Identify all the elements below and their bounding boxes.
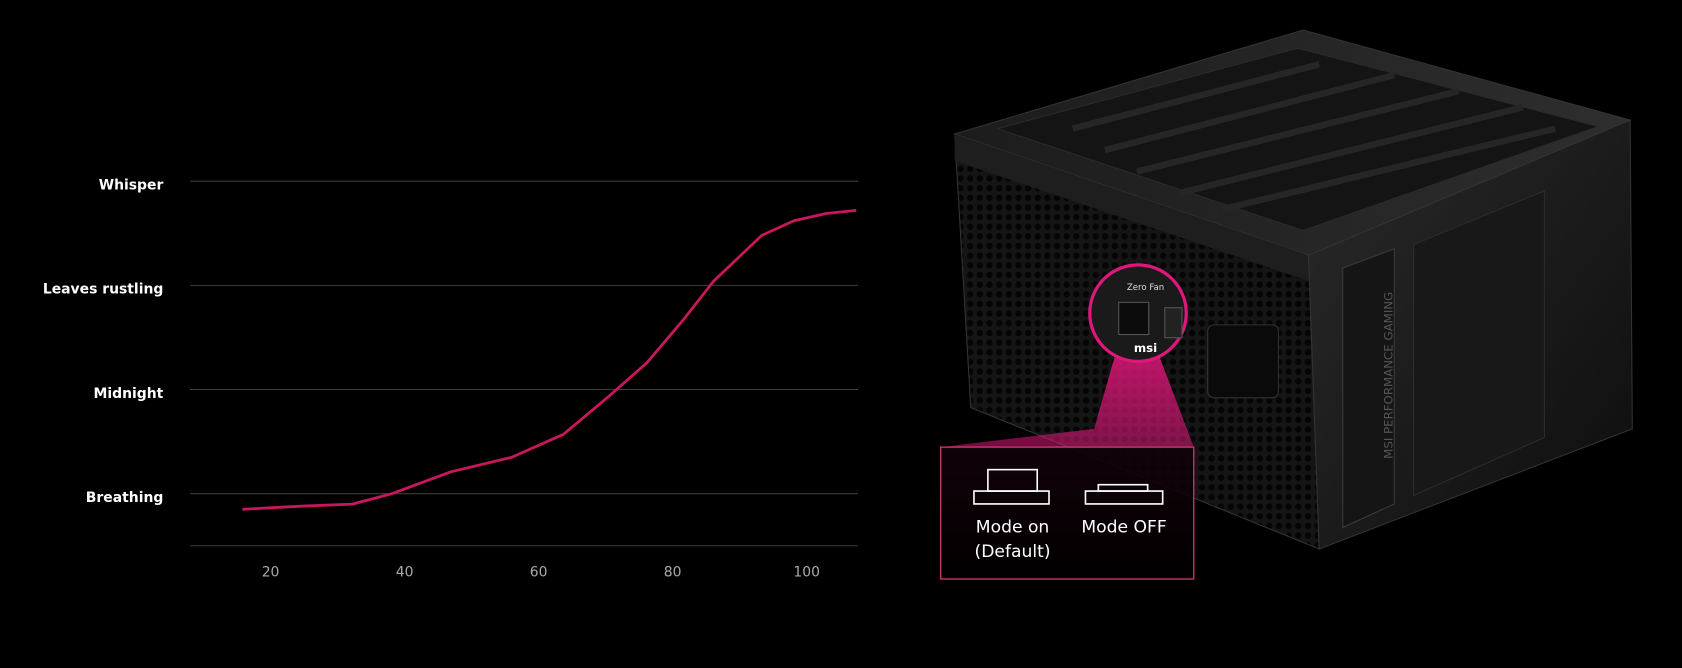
x-tick-label: 20 bbox=[262, 565, 280, 581]
callout: Mode on (Default) Mode OFF bbox=[940, 446, 1195, 580]
psu-rail bbox=[954, 134, 1309, 281]
switch-on-icon bbox=[973, 468, 1050, 505]
line-series bbox=[242, 208, 857, 511]
switch bbox=[1118, 301, 1150, 336]
brand-logo: msi bbox=[1134, 341, 1157, 355]
callout-box bbox=[940, 446, 1195, 580]
side-panel-logo bbox=[1413, 190, 1545, 497]
switch-label: Zero Fan bbox=[1127, 283, 1164, 293]
y-tick-label: Midnight bbox=[94, 386, 164, 402]
switch-off-icon bbox=[1084, 483, 1164, 505]
side-panel bbox=[1342, 247, 1395, 529]
grille-slats bbox=[1071, 61, 1556, 213]
switch-side bbox=[1164, 307, 1183, 339]
x-tick-label: 60 bbox=[530, 565, 548, 581]
mode-on-sub: (Default) bbox=[975, 542, 1051, 562]
y-tick-label: Leaves rustling bbox=[43, 282, 163, 298]
side-text: MSI PERFORMANCE GAMING bbox=[1381, 292, 1395, 459]
chart: Breathing Midnight Leaves rustling Whisper 2… bbox=[43, 177, 859, 581]
mode-on-label: Mode on bbox=[976, 518, 1050, 538]
x-tick-label: 40 bbox=[396, 565, 414, 581]
power-socket bbox=[1207, 324, 1280, 399]
x-tick-label: 100 bbox=[793, 565, 820, 581]
y-tick-label: Breathing bbox=[86, 490, 164, 506]
mode-off-label: Mode OFF bbox=[1081, 518, 1166, 538]
x-tick-label: 80 bbox=[664, 565, 682, 581]
y-tick-label: Whisper bbox=[99, 177, 164, 193]
